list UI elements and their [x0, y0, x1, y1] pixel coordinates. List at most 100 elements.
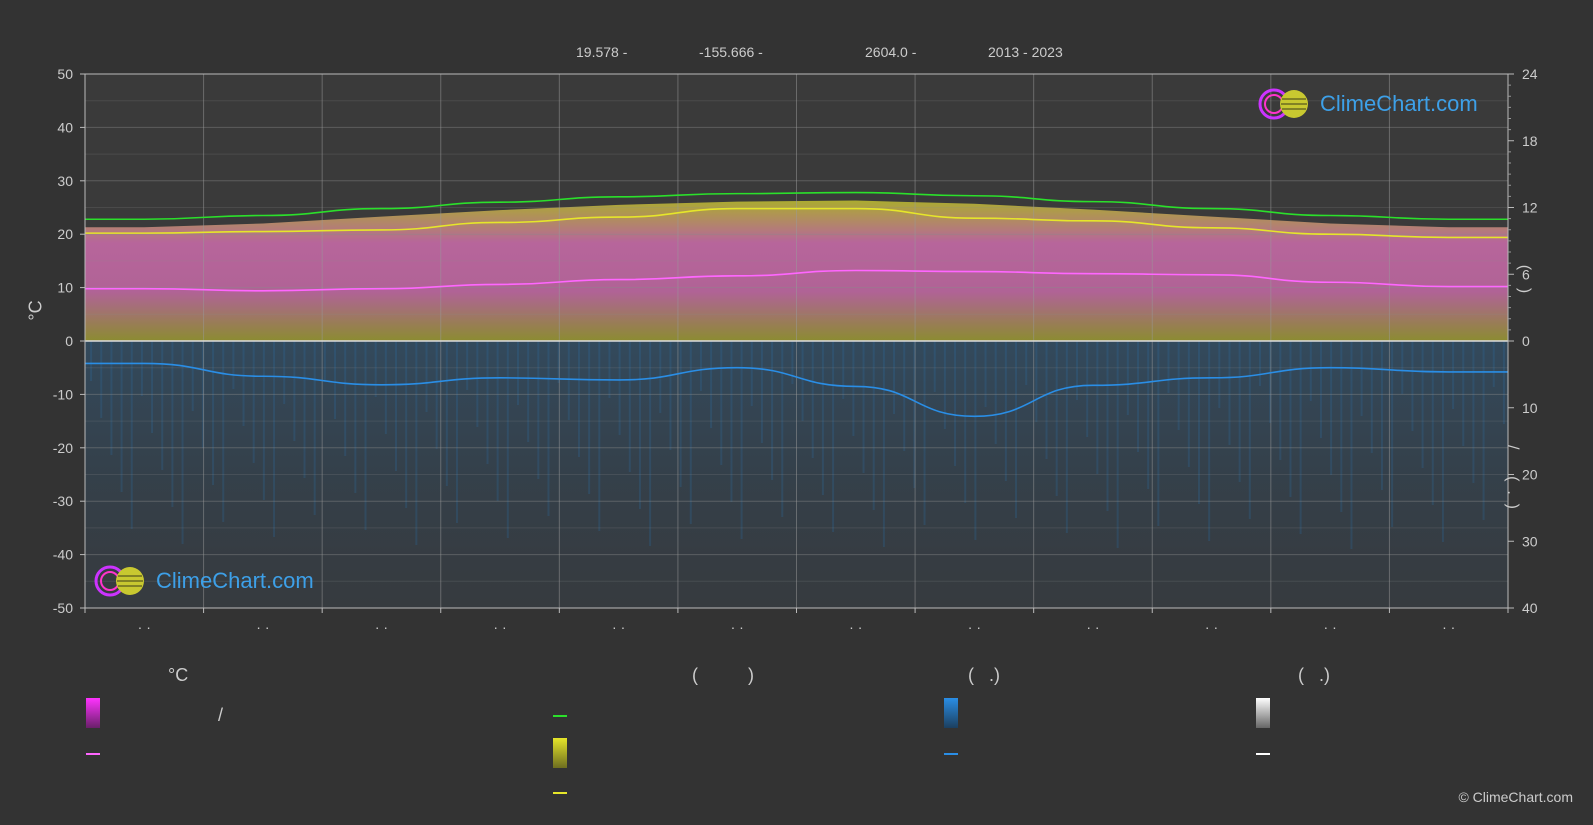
- precipitation-streak: [1015, 341, 1018, 518]
- x-tick-label: · ·: [731, 619, 744, 635]
- precipitation-streak: [323, 341, 326, 382]
- logo-icon: [1258, 88, 1308, 120]
- precipitation-streak: [913, 341, 916, 488]
- precipitation-streak: [476, 341, 479, 427]
- precipitation-streak: [1197, 341, 1200, 504]
- precipitation-streak: [832, 341, 835, 532]
- y-right-upper-tick-label: 12: [1522, 200, 1538, 216]
- legend-line-temp: [86, 753, 100, 755]
- header-latitude: 19.578 -: [576, 44, 628, 60]
- precipitation-streak: [1208, 341, 1211, 541]
- legend-swatch-temp-range: [86, 698, 100, 728]
- precipitation-streak: [181, 341, 184, 544]
- precipitation-streak: [821, 341, 824, 495]
- legend-swatch-daylight: [553, 738, 567, 768]
- precipitation-streak: [1187, 341, 1190, 467]
- precipitation-streak: [1065, 341, 1068, 533]
- x-tick-label: · ·: [1324, 619, 1337, 635]
- precipitation-streak: [222, 341, 225, 522]
- precipitation-streak: [628, 341, 631, 472]
- series-line-sunshine: [85, 191, 1508, 221]
- precipitation-streak: [964, 341, 967, 503]
- precipitation-streak: [252, 341, 255, 463]
- precipitation-streak: [1319, 341, 1322, 438]
- right-axis-title-upper: ( ): [1516, 264, 1534, 294]
- precipitation-streak: [1309, 341, 1312, 401]
- precipitation-streak: [191, 341, 194, 411]
- precipitation-streak: [1370, 341, 1373, 453]
- legend-swatch-rain: [944, 698, 958, 728]
- legend-swatch-snow: [1256, 698, 1270, 728]
- precipitation-streak: [425, 341, 428, 412]
- precipitation-streak: [151, 341, 154, 433]
- precipitation-streak: [750, 341, 753, 406]
- precipitation-streak: [1167, 341, 1170, 393]
- precipitation-streak: [1106, 341, 1109, 511]
- y-left-tick-label: 30: [57, 173, 73, 189]
- precipitation-streak: [1137, 341, 1140, 452]
- precipitation-streak: [262, 341, 265, 500]
- legend-line-rain: [944, 753, 958, 755]
- y-left-tick-label: -40: [53, 547, 73, 563]
- precipitation-streak: [954, 341, 957, 466]
- grid: [85, 73, 1508, 609]
- precipitation-streak: [1441, 341, 1444, 542]
- precipitation-streak: [527, 341, 530, 442]
- precipitation-streak: [842, 341, 845, 399]
- precipitation-streak: [1340, 341, 1343, 512]
- precipitation-streak: [1350, 341, 1353, 549]
- y-right-upper-tick-label: 18: [1522, 133, 1538, 149]
- x-tick-label: · ·: [1086, 619, 1099, 635]
- copyright: © ClimeChart.com: [1458, 789, 1573, 805]
- precipitation-streak: [862, 341, 865, 473]
- precipitation-streak: [893, 341, 896, 414]
- logo-bottom[interactable]: ClimeChart.com: [94, 564, 314, 598]
- precipitation-streak: [293, 341, 296, 441]
- precipitation-streak: [1177, 341, 1180, 430]
- x-tick-label: · ·: [493, 619, 506, 635]
- precipitation-streak: [699, 341, 702, 391]
- precipitation-streak: [1147, 341, 1150, 489]
- series-lines: [85, 191, 1508, 418]
- precipitation-streak: [1096, 341, 1099, 474]
- precipitation-streak: [1126, 341, 1129, 415]
- precipitation-streak: [140, 341, 143, 396]
- precipitation-streak: [100, 341, 103, 418]
- precipitation-streak: [364, 341, 367, 530]
- precipitation-streak: [130, 341, 133, 529]
- precipitation-streak: [1462, 341, 1465, 446]
- x-tick-label: · ·: [849, 619, 862, 635]
- precipitation-streak: [232, 341, 235, 389]
- precipitation-streak: [801, 341, 804, 421]
- precipitation-streak: [852, 341, 855, 436]
- precipitation-streak: [588, 341, 591, 494]
- precipitation-streak: [1004, 341, 1007, 481]
- precipitation-streak: [313, 341, 316, 515]
- precipitation-streak: [740, 341, 743, 539]
- precipitation-streak: [1279, 341, 1282, 460]
- precipitation-streak: [730, 341, 733, 502]
- legend-heading-rain: ( .): [968, 665, 1000, 685]
- logo-text: ClimeChart.com: [1320, 91, 1478, 116]
- precipitation-streak: [791, 341, 794, 384]
- precipitation-streak: [212, 341, 215, 485]
- precipitation-streak: [496, 341, 499, 501]
- x-tick-label: · ·: [1442, 619, 1455, 635]
- precipitation-streak: [1228, 341, 1231, 445]
- precipitation-streak: [1431, 341, 1434, 505]
- y-left-tick-label: 0: [65, 333, 73, 349]
- precipitation-streak: [1452, 341, 1455, 409]
- precipitation-streak: [1218, 341, 1221, 408]
- precipitation-streak: [466, 341, 469, 390]
- precipitation-streak: [1360, 341, 1363, 416]
- precipitation-streak: [872, 341, 875, 510]
- precipitation-streak: [455, 341, 458, 523]
- precipitation-streak: [1025, 341, 1028, 385]
- precipitation-streak: [1391, 341, 1394, 527]
- precipitation-streak: [1482, 341, 1485, 520]
- logo-top[interactable]: ClimeChart.com: [1258, 87, 1478, 121]
- precipitation-streak: [384, 341, 387, 434]
- precipitation-streak: [506, 341, 509, 538]
- precipitation-streak: [1248, 341, 1251, 519]
